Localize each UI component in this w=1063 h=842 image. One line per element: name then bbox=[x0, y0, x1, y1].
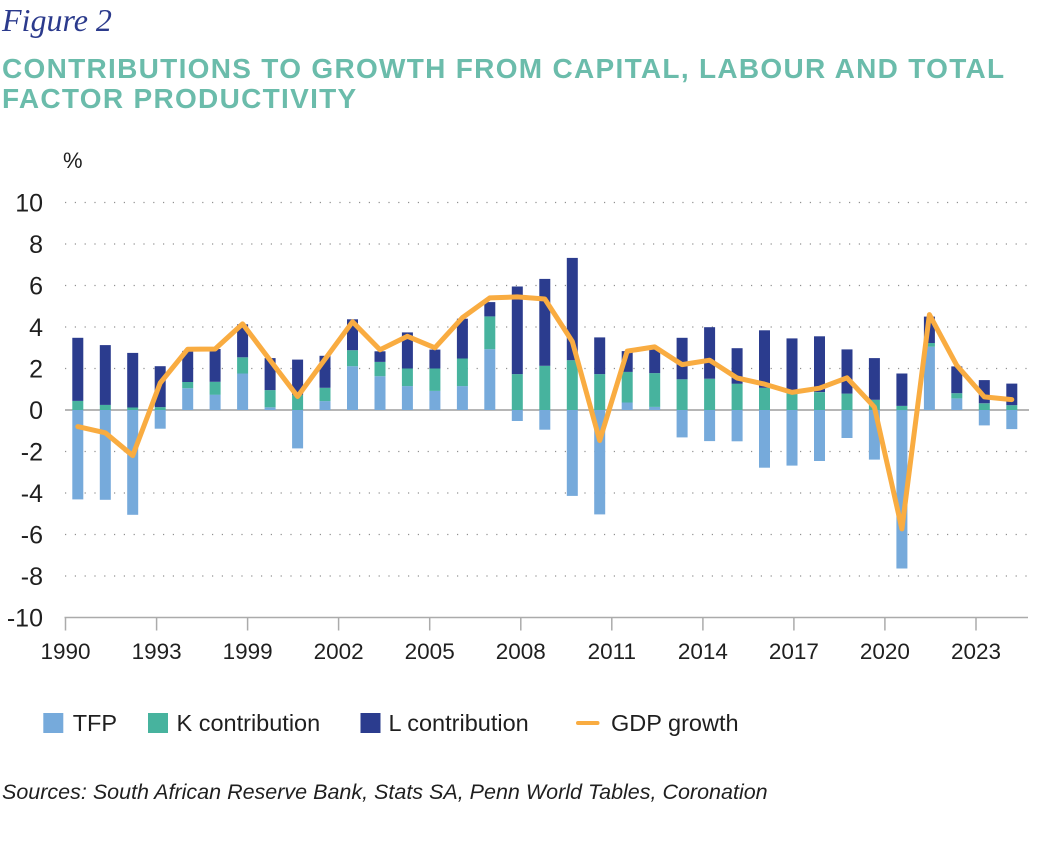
svg-text:2011: 2011 bbox=[588, 639, 636, 664]
svg-text:GDP growth: GDP growth bbox=[611, 710, 739, 736]
svg-text:2: 2 bbox=[29, 355, 43, 383]
svg-text:8: 8 bbox=[29, 231, 43, 259]
svg-text:1999: 1999 bbox=[223, 639, 273, 664]
svg-text:L contribution: L contribution bbox=[389, 710, 529, 736]
svg-text:-8: -8 bbox=[21, 563, 43, 591]
svg-text:-6: -6 bbox=[21, 521, 43, 549]
svg-text:2014: 2014 bbox=[678, 639, 728, 664]
svg-text:0: 0 bbox=[29, 397, 43, 425]
svg-text:1993: 1993 bbox=[132, 639, 182, 664]
svg-text:4: 4 bbox=[29, 314, 43, 342]
svg-text:-10: -10 bbox=[7, 604, 43, 632]
svg-text:1990: 1990 bbox=[40, 639, 90, 664]
svg-text:2008: 2008 bbox=[496, 639, 546, 664]
svg-text:2023: 2023 bbox=[951, 639, 1001, 664]
svg-text:2017: 2017 bbox=[769, 639, 819, 664]
svg-text:2020: 2020 bbox=[860, 639, 910, 664]
svg-text:10: 10 bbox=[15, 189, 43, 217]
svg-text:-2: -2 bbox=[21, 438, 43, 466]
svg-text:6: 6 bbox=[29, 272, 43, 300]
svg-text:%: % bbox=[63, 148, 83, 173]
svg-text:K contribution: K contribution bbox=[177, 710, 321, 736]
svg-text:2005: 2005 bbox=[405, 639, 455, 664]
svg-text:2002: 2002 bbox=[314, 639, 364, 664]
svg-text:TFP: TFP bbox=[73, 710, 117, 736]
svg-text:-4: -4 bbox=[21, 480, 43, 508]
